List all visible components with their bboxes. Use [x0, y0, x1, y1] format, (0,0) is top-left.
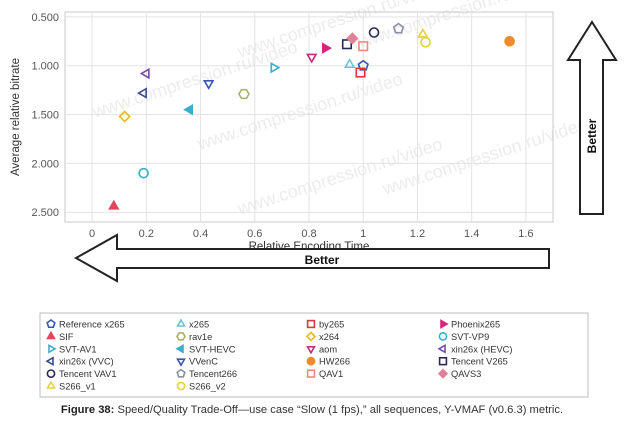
- marker-circle: [176, 381, 186, 391]
- y-better-arrow: Better: [566, 20, 618, 215]
- x-tick-label: 1.6: [518, 228, 533, 240]
- marker-square: [438, 356, 448, 366]
- x-tick-label: 0.2: [139, 228, 154, 240]
- legend-label: S266_v2: [189, 382, 226, 392]
- marker-circle: [306, 356, 316, 366]
- data-point: [504, 36, 515, 47]
- marker-hexagon: [176, 332, 186, 341]
- x-tick-label: 1.2: [410, 228, 425, 240]
- legend-label: SVT-VP9: [451, 332, 489, 342]
- data-point: [137, 87, 147, 99]
- legend-label: Tencent V265: [451, 357, 508, 367]
- y-tick-label: 1.500: [31, 110, 59, 122]
- caption-label: Figure 38:: [60, 404, 115, 416]
- x-tick-label: 0.4: [193, 228, 208, 240]
- caption-text: Speed/Quality Trade-Off—use case “Slow (…: [114, 404, 564, 416]
- marker-pentagon: [46, 319, 56, 329]
- marker-diamond: [305, 331, 317, 342]
- legend-label: VVenC: [189, 357, 218, 367]
- data-point: [138, 167, 149, 179]
- legend-label: x265: [189, 320, 209, 330]
- data-point: [183, 103, 194, 116]
- marker-square: [306, 369, 316, 378]
- y-tick-label: 2.500: [31, 207, 59, 219]
- legend-label: SVT-HEVC: [189, 344, 236, 354]
- x-tick-label: 0.6: [247, 228, 262, 240]
- legend-label: by265: [319, 320, 344, 330]
- data-point: [139, 67, 150, 80]
- legend-label: x264: [319, 332, 339, 342]
- y-arrow-label: Better: [585, 118, 599, 153]
- x-tick-label: 0: [89, 228, 95, 240]
- x-arrow-label: Better: [305, 253, 340, 267]
- watermark-layer: www.compression.ru/videowww.compression.…: [89, 0, 590, 219]
- marker-triangle-up: [46, 330, 56, 340]
- data-point: [341, 39, 353, 50]
- y-axis-title: Average relative bitrate: [10, 58, 22, 176]
- y-tick-label: 2.000: [31, 158, 59, 170]
- data-point: [343, 58, 356, 69]
- data-point: [321, 42, 332, 54]
- plot-area: 0.500 1.000 1.500 2.000 2.500 0 0.2 0.4 0.6 0.8 1 1…: [10, 11, 554, 253]
- legend-label: Phoenix265: [451, 320, 500, 330]
- data-point: [118, 110, 131, 123]
- marker-triangle-left: [437, 343, 446, 354]
- data-point: [368, 27, 380, 38]
- data-point: [392, 22, 405, 34]
- legend-label: HW266: [319, 357, 350, 367]
- marker-square: [306, 319, 316, 329]
- legend-label: SIF: [59, 332, 74, 342]
- legend-label: xin26x (HEVC): [451, 344, 512, 354]
- marker-circle: [438, 331, 448, 341]
- legend-label: QAVS3: [451, 369, 481, 379]
- figure-caption: Figure 38: Speed/Quality Trade-Off—use c…: [0, 404, 624, 416]
- marker-diamond: [437, 368, 449, 379]
- x-tick-label: 1: [360, 228, 366, 240]
- x-better-arrow: Better: [73, 233, 550, 283]
- data-point: [420, 36, 431, 48]
- marker-triangle-right: [48, 343, 57, 354]
- x-tick-label: 0.8: [301, 228, 316, 240]
- data-point: [355, 67, 366, 78]
- legend-label: SVT-AV1: [59, 344, 97, 354]
- data-point: [202, 80, 215, 90]
- data-point: [270, 61, 281, 74]
- marker-circle: [46, 369, 56, 378]
- legend-label: QAV1: [319, 369, 343, 379]
- data-point: [417, 27, 429, 38]
- x-tick-label: 1.4: [464, 228, 479, 240]
- data-point: [357, 59, 369, 71]
- data-point: [358, 41, 369, 52]
- legend-label: xin26x (VVC): [59, 357, 114, 367]
- marker-triangle-down: [306, 345, 316, 355]
- legend-label: Tencent266: [189, 369, 237, 379]
- data-point: [305, 53, 318, 64]
- marker-triangle-down: [176, 358, 186, 367]
- marker-pentagon: [176, 368, 186, 378]
- data-point: [346, 32, 359, 45]
- marker-triangle-left: [175, 343, 184, 354]
- legend-label: Tencent VAV1: [59, 369, 117, 379]
- marker-triangle-right: [440, 319, 449, 329]
- data-point: [238, 88, 250, 100]
- data-point: [108, 199, 120, 210]
- marker-triangle-left: [45, 356, 54, 367]
- legend: Reference x265 x265 by265 Phoenix265 SIF rav1…: [39, 312, 589, 398]
- y-tick-label: 1.000: [31, 61, 59, 73]
- legend-label: aom: [319, 344, 337, 354]
- legend-label: Reference x265: [59, 320, 125, 330]
- y-tick-label: 0.500: [31, 12, 59, 24]
- watermark-text: www.compression.ru/video: [194, 69, 405, 154]
- marker-triangle-up: [176, 318, 186, 327]
- legend-label: rav1e: [189, 332, 212, 342]
- marker-triangle-up: [46, 380, 56, 389]
- legend-label: S266_v1: [59, 382, 96, 392]
